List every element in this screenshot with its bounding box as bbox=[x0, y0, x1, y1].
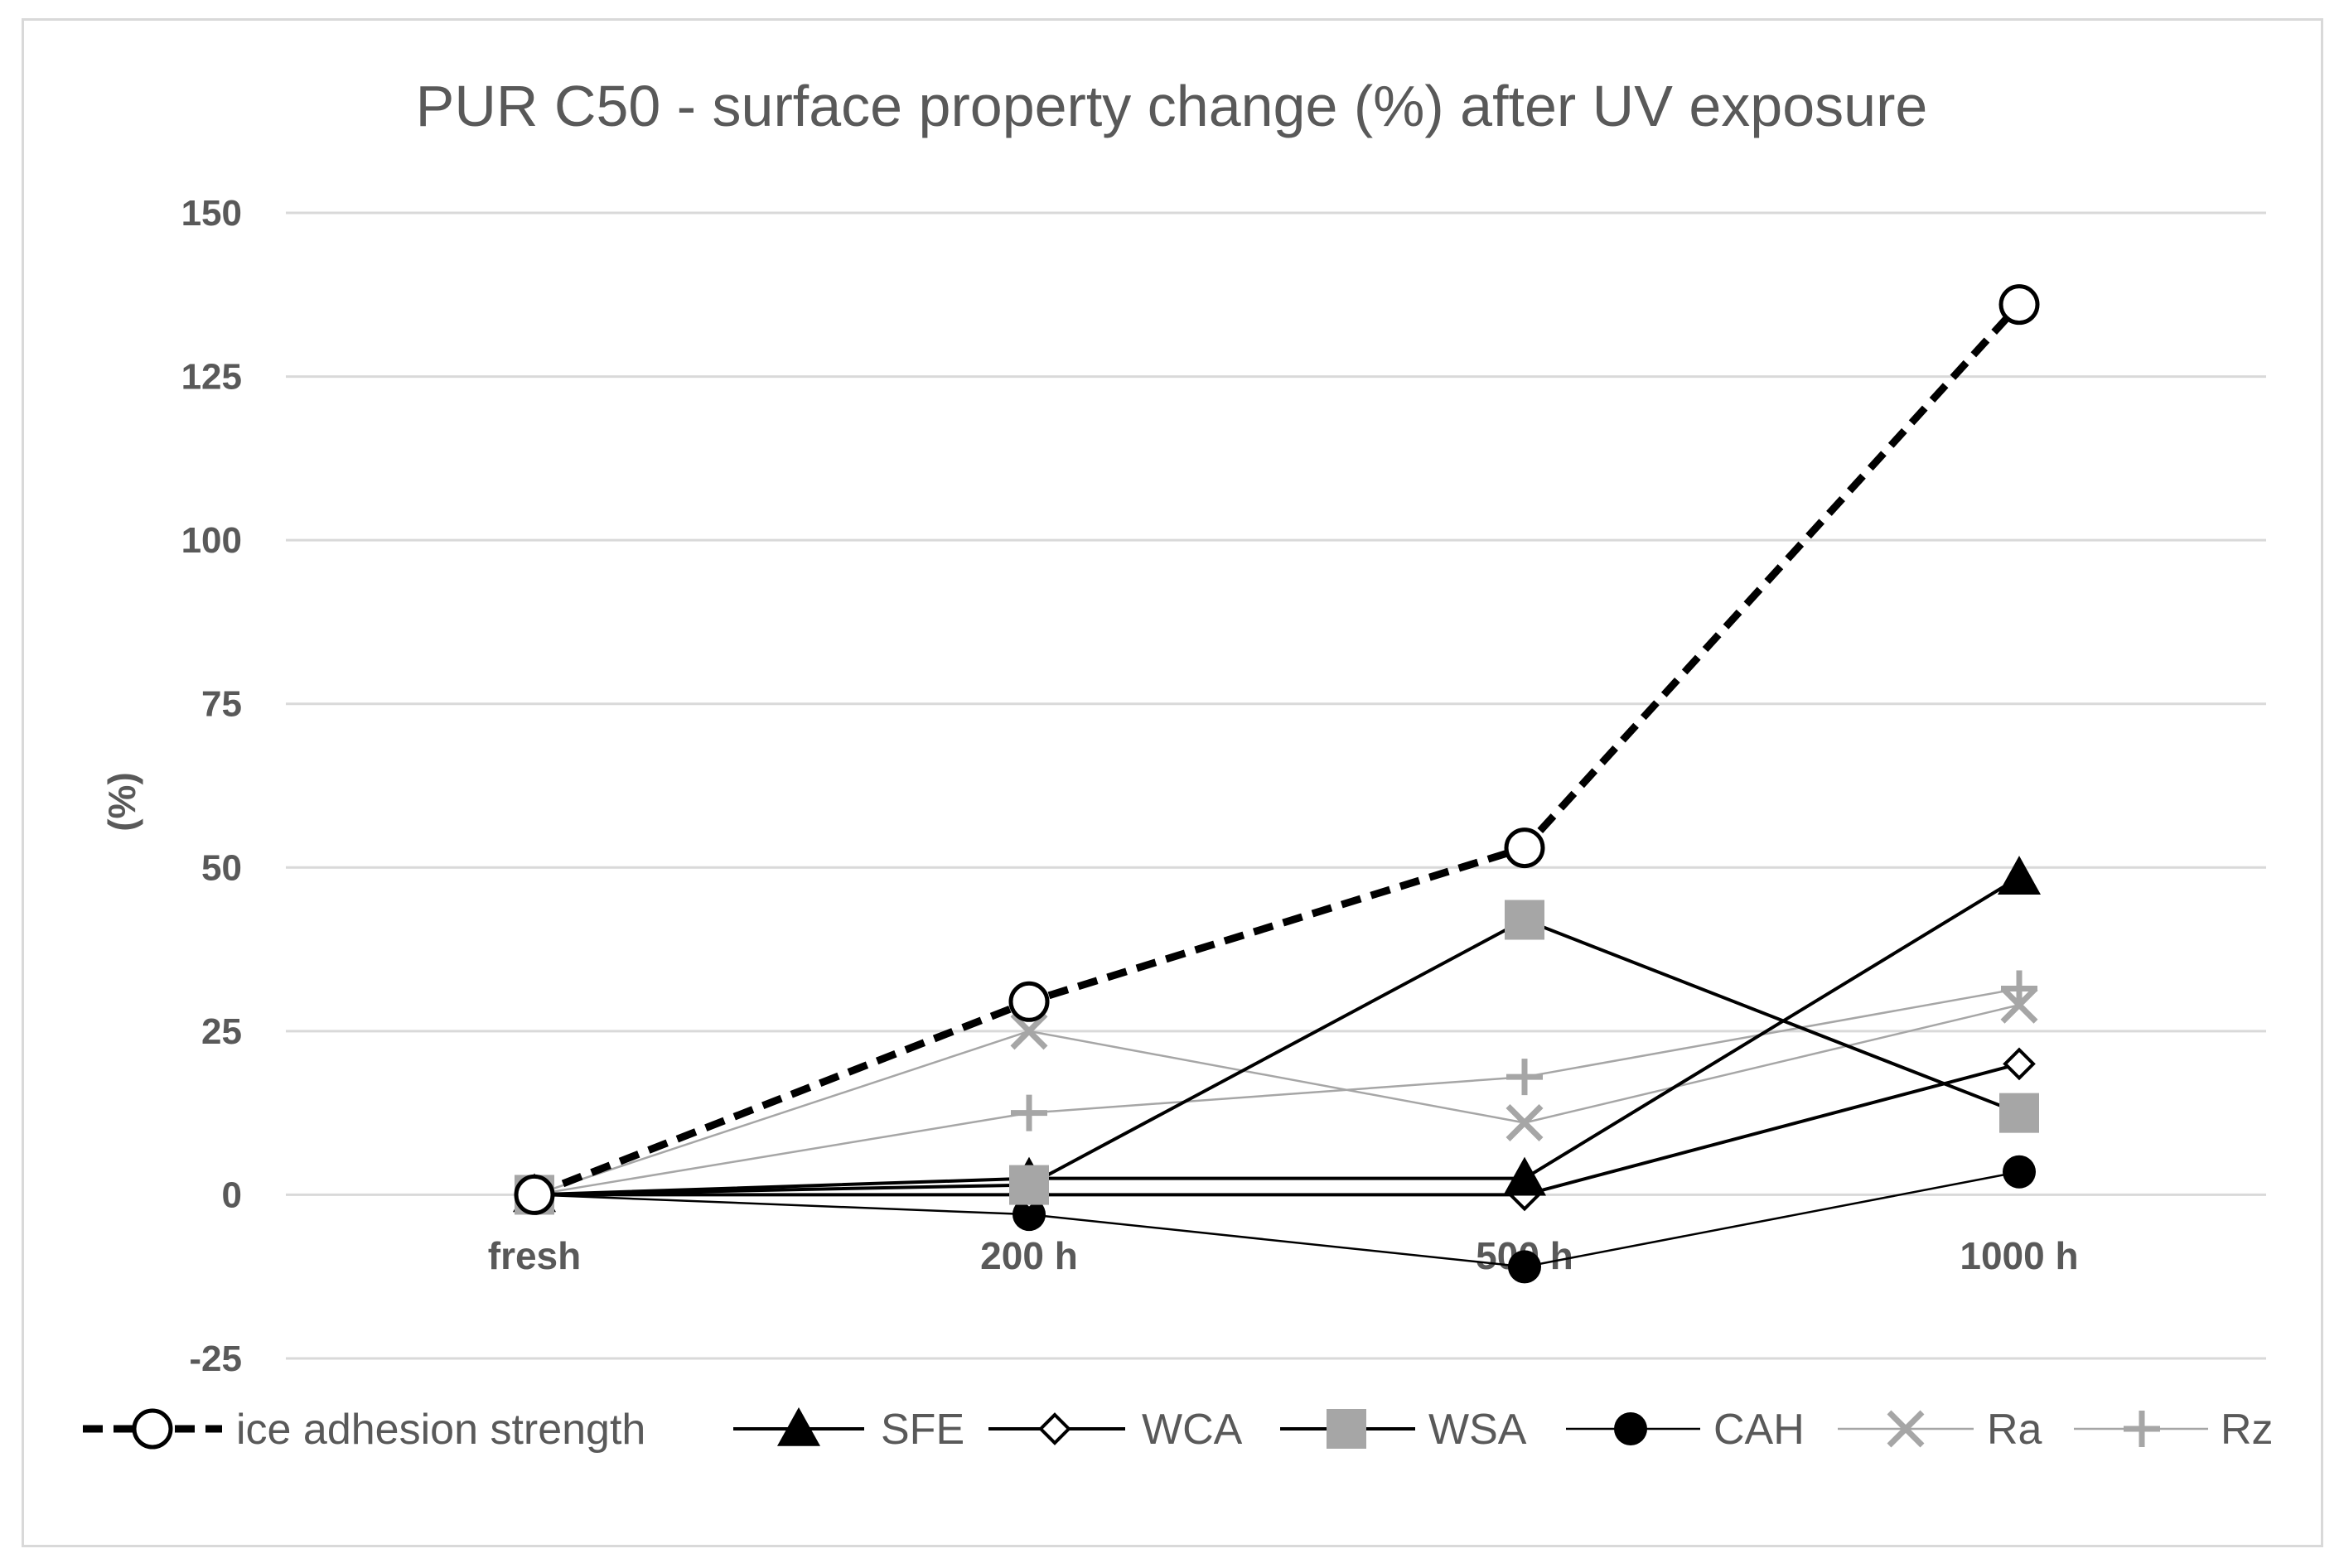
series-layer bbox=[513, 284, 2041, 1284]
marker-filled-circle bbox=[1508, 1250, 1541, 1284]
point-cah bbox=[2003, 1155, 2036, 1189]
y-tick-label: 125 bbox=[181, 357, 242, 398]
series-sfe bbox=[513, 856, 2041, 1213]
series-line-ra bbox=[534, 1004, 2020, 1196]
point-cah bbox=[1013, 1198, 1046, 1232]
marker-filled-circle bbox=[1013, 1198, 1046, 1232]
point-ra bbox=[2000, 986, 2038, 1024]
y-tick-label: 25 bbox=[201, 1011, 242, 1052]
marker-open-circle bbox=[132, 1408, 173, 1450]
point-wsa bbox=[1999, 1093, 2039, 1133]
series-wca bbox=[518, 1047, 2036, 1212]
point-sfe bbox=[1503, 1156, 1546, 1196]
legend-item-ice-adhesion-strength[interactable]: ice adhesion strength bbox=[83, 1406, 645, 1454]
legend-label: CAH bbox=[1713, 1406, 1805, 1454]
point-wsa bbox=[1505, 900, 1544, 940]
point-wca bbox=[2003, 1047, 2036, 1081]
marker-x-stroke bbox=[1887, 1410, 1925, 1448]
marker-x-stroke bbox=[2000, 986, 2038, 1024]
legend-marker bbox=[132, 1408, 173, 1450]
y-axis-ticks: -25 0 25 50 75 100 125 150 bbox=[181, 193, 242, 1379]
point-ra bbox=[1505, 1104, 1544, 1141]
legend-item-rz[interactable]: Rz bbox=[2074, 1406, 2274, 1454]
y-tick-label: -25 bbox=[189, 1339, 242, 1379]
legend-item-cah[interactable]: CAH bbox=[1566, 1406, 1805, 1454]
y-tick-label: 75 bbox=[201, 684, 242, 725]
legend-label: WSA bbox=[1428, 1406, 1527, 1454]
legend-item-sfe[interactable]: SFE bbox=[733, 1406, 964, 1454]
legend-item-wsa[interactable]: WSA bbox=[1280, 1406, 1527, 1454]
y-axis-label: (%) bbox=[100, 772, 143, 832]
series-line-ice-adhesion-strength bbox=[533, 302, 2023, 1199]
point-ice-adhesion-strength bbox=[1998, 284, 2040, 326]
legend-marker bbox=[1038, 1412, 1071, 1445]
marker-square bbox=[1327, 1409, 1366, 1449]
legend-marker bbox=[2124, 1411, 2160, 1447]
marker-square bbox=[1999, 1093, 2039, 1133]
legend-marker bbox=[777, 1407, 820, 1446]
point-ice-adhesion-strength bbox=[1008, 981, 1050, 1022]
legend-marker bbox=[1327, 1409, 1366, 1449]
y-tick-label: 0 bbox=[222, 1175, 242, 1215]
marker-triangle bbox=[777, 1407, 820, 1446]
series-line-wsa bbox=[534, 918, 2020, 1197]
series-line-sfe bbox=[534, 876, 2021, 1197]
legend-marker bbox=[1887, 1410, 1925, 1448]
point-ice-adhesion-strength bbox=[514, 1174, 555, 1215]
x-tick-label: fresh bbox=[488, 1234, 581, 1277]
series-cah bbox=[518, 1155, 2036, 1284]
marker-open-diamond bbox=[1038, 1412, 1071, 1445]
x-axis-ticks: fresh 200 h 500 h 1000 h bbox=[488, 1234, 2079, 1277]
marker-x-stroke bbox=[1010, 1012, 1048, 1050]
series-line-wca bbox=[534, 1062, 2020, 1197]
series-line-rz bbox=[534, 987, 2020, 1196]
marker-triangle bbox=[1998, 856, 2041, 895]
point-wsa bbox=[1009, 1165, 1049, 1205]
point-rz bbox=[1011, 1094, 1047, 1131]
y-tick-label: 50 bbox=[201, 847, 242, 888]
legend-label: SFE bbox=[881, 1406, 964, 1454]
point-ice-adhesion-strength bbox=[1504, 827, 1545, 869]
series-line-cah bbox=[534, 1170, 2020, 1268]
legend-marker bbox=[1614, 1412, 1647, 1445]
marker-open-circle bbox=[514, 1174, 555, 1215]
series-wsa bbox=[515, 900, 2039, 1215]
marker-x-stroke bbox=[1505, 1104, 1544, 1141]
marker-open-circle bbox=[1008, 981, 1050, 1022]
marker-square bbox=[1505, 900, 1544, 940]
legend-item-wca[interactable]: WCA bbox=[988, 1406, 1243, 1454]
legend-label: ice adhesion strength bbox=[236, 1406, 645, 1454]
point-rz bbox=[1506, 1059, 1543, 1096]
point-sfe bbox=[1998, 856, 2041, 895]
y-tick-label: 150 bbox=[181, 193, 242, 234]
legend-label: Rz bbox=[2221, 1406, 2274, 1454]
marker-filled-circle bbox=[2003, 1155, 2036, 1189]
marker-open-circle bbox=[1504, 827, 1545, 869]
y-tick-label: 100 bbox=[181, 520, 242, 561]
x-tick-label: 1000 h bbox=[1960, 1234, 2078, 1277]
marker-open-diamond bbox=[2003, 1047, 2036, 1081]
marker-triangle bbox=[1503, 1156, 1546, 1196]
chart-frame bbox=[22, 18, 2323, 1547]
legend-label: WCA bbox=[1142, 1406, 1243, 1454]
marker-open-circle bbox=[1998, 284, 2040, 326]
chart-title: PUR C50 - surface property change (%) af… bbox=[416, 74, 1928, 138]
marker-filled-circle bbox=[1614, 1412, 1647, 1445]
legend-label: Ra bbox=[1987, 1406, 2042, 1454]
marker-square bbox=[1009, 1165, 1049, 1205]
point-ra bbox=[1010, 1012, 1048, 1050]
legend[interactable]: ice adhesion strength SFE WCA WSA CAH Ra Rz bbox=[83, 1406, 2274, 1454]
point-cah bbox=[1508, 1250, 1541, 1284]
point-rz bbox=[2001, 970, 2037, 1007]
series-ice-adhesion-strength bbox=[514, 284, 2040, 1215]
legend-item-ra[interactable]: Ra bbox=[1838, 1406, 2042, 1454]
x-tick-label: 200 h bbox=[980, 1234, 1078, 1277]
